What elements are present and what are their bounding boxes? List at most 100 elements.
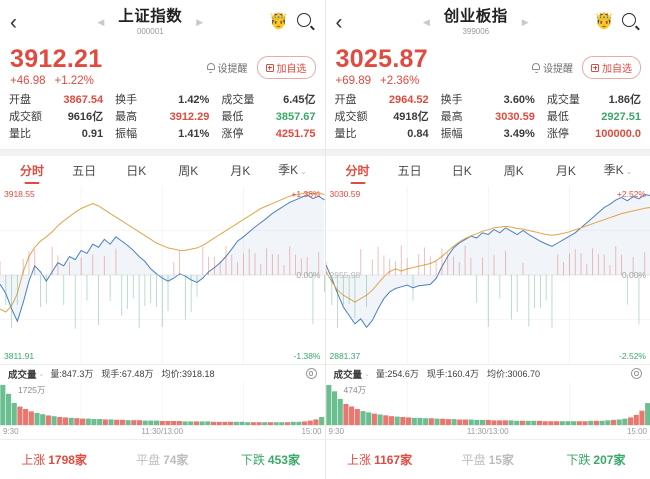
tab-label: 五日 [72, 164, 97, 178]
search-icon[interactable] [622, 13, 640, 31]
tab-日K[interactable]: 日K [436, 156, 488, 186]
panel-header: ‹ ◀ 创业板指 399006 ▶ 🤴 [326, 0, 650, 44]
breadth-下跌: 下跌 207家 [542, 451, 650, 468]
period-tabs: 分时 五日 日K 周K 月K 季K ⌄ [0, 156, 325, 186]
volume-title: 成交量 [8, 369, 37, 381]
stat-key: 成交额 [334, 111, 368, 123]
stat-key: 换手 [440, 94, 463, 106]
add-watchlist-label: 加自选 [276, 64, 307, 75]
stat-cell: 最低 3857.67 [221, 109, 315, 126]
chart-zero-pct-label: 0.00% [296, 270, 321, 280]
time-label-midday: 11:30/13:00 [466, 427, 509, 436]
target-settings-icon[interactable] [305, 368, 317, 379]
stat-value: 3030.59 [495, 111, 535, 123]
index-code: 000001 [136, 26, 164, 36]
tab-label: 分时 [345, 164, 370, 178]
time-axis: 9:30 11:30/13:00 15:00 [325, 425, 650, 439]
chart-low-label: 2881.37 [329, 351, 361, 361]
stat-key: 成交量 [546, 94, 580, 106]
breadth-label: 下跌 [566, 453, 591, 467]
market-breadth: 上涨 1167家 平盘 15家 下跌 207家 [325, 439, 650, 479]
volume-scale-label: 474万 [343, 385, 367, 395]
tab-分时[interactable]: 分时 [332, 156, 384, 186]
chevron-down-icon[interactable]: ⌄ [300, 167, 307, 176]
volume-info: 现手:160.4万 [426, 369, 479, 379]
tab-月K[interactable]: 月K [214, 156, 266, 186]
chart-high-label: 3030.59 [329, 189, 361, 199]
time-label-open: 9:30 [3, 427, 19, 436]
current-price: 3025.87 [335, 45, 428, 73]
bell-clapper [534, 71, 538, 73]
stat-value: 0.84 [407, 128, 429, 140]
prev-index-arrow-icon[interactable]: ◀ [422, 16, 430, 27]
tab-五日[interactable]: 五日 [384, 156, 436, 186]
tab-五日[interactable]: 五日 [58, 156, 110, 186]
breadth-平盘: 平盘 15家 [434, 451, 542, 468]
time-label-open: 9:30 [328, 427, 345, 436]
back-button[interactable]: ‹ [335, 10, 343, 34]
add-watchlist-button[interactable]: 加自选 [256, 56, 316, 79]
search-icon-handle [309, 25, 315, 31]
volume-chart[interactable]: 474万 [325, 382, 650, 425]
tab-周K[interactable]: 周K [162, 156, 214, 186]
stat-cell: 成交量 1.86亿 [547, 92, 641, 109]
tab-label: 五日 [397, 164, 422, 178]
stats-row: 量比 0.84 振幅 3.49% 涨停 100000.0 [335, 126, 642, 143]
stat-cell: 最高 3030.59 [441, 109, 547, 126]
stat-value: 2964.52 [388, 94, 429, 106]
tab-日K[interactable]: 日K [110, 156, 162, 186]
stat-key: 开盘 [9, 94, 31, 106]
set-alert-button[interactable]: 设提醒 [206, 60, 248, 75]
price-change: +69.89 +2.36% [336, 74, 641, 88]
stat-value: 4251.75 [275, 128, 316, 140]
breadth-value: 207家 [593, 453, 626, 467]
tab-季K[interactable]: 季K ⌄ [266, 155, 318, 187]
stat-cell: 开盘 2964.52 [335, 92, 441, 109]
add-watchlist-button[interactable]: 加自选 [582, 56, 641, 79]
stat-cell: 开盘 3867.54 [9, 92, 115, 109]
stat-cell: 量比 0.84 [335, 126, 441, 143]
stat-key: 最低 [546, 111, 569, 123]
prev-index-arrow-icon[interactable]: ◀ [97, 16, 105, 27]
stat-value: 3.60% [503, 94, 535, 106]
add-watchlist-label: 加自选 [602, 64, 632, 75]
next-index-arrow-icon[interactable]: ▶ [196, 16, 204, 27]
breadth-value: 74家 [163, 453, 189, 467]
breadth-value: 1798家 [48, 453, 87, 467]
stat-value: 2927.51 [601, 111, 642, 123]
volume-info: 均价:3006.70 [486, 369, 540, 379]
tab-分时[interactable]: 分时 [6, 156, 58, 186]
stats-row: 开盘 2964.52 换手 3.60% 成交量 1.86亿 [335, 92, 642, 109]
plus-box-icon [265, 63, 274, 72]
chevron-down-icon[interactable]: ⌄ [625, 167, 633, 176]
back-button[interactable]: ‹ [10, 10, 17, 34]
tab-月K[interactable]: 月K [540, 156, 592, 186]
stat-key: 开盘 [334, 94, 357, 106]
chevron-down-icon[interactable]: ⌄ [364, 370, 370, 378]
crown-face-icon[interactable]: 🤴 [268, 13, 289, 30]
index-title-block: 创业板指 399006 [444, 8, 508, 37]
breadth-label: 上涨 [21, 453, 46, 467]
set-alert-button[interactable]: 设提醒 [532, 60, 573, 75]
title-nav: ◀ 上证指数 000001 ▶ [32, 8, 269, 37]
index-title-block: 上证指数 000001 [118, 8, 182, 37]
stat-cell: 成交额 4918亿 [335, 109, 441, 126]
stat-key: 成交额 [9, 111, 42, 123]
tab-label: 月K [555, 164, 576, 178]
crown-face-icon[interactable]: 🤴 [594, 13, 614, 30]
stat-cell: 换手 1.42% [115, 92, 221, 109]
volume-chart[interactable]: 1725万 [0, 382, 325, 425]
next-index-arrow-icon[interactable]: ▶ [521, 16, 529, 27]
chevron-down-icon[interactable]: ⌄ [38, 370, 45, 378]
tab-周K[interactable]: 周K [488, 156, 540, 186]
price-chart[interactable]: 3030.59 2881.37 +2.52% 0.00% -2.52% 2955.98 [325, 186, 650, 364]
tab-季K[interactable]: 季K ⌄ [592, 155, 644, 187]
chart-zero-pct-label: 0.00% [621, 270, 646, 280]
stat-value: 1.86亿 [608, 94, 642, 106]
price-chart[interactable]: 3918.55 3811.91 +1.38% 0.00% -1.38% [0, 186, 325, 364]
search-icon[interactable] [296, 13, 315, 31]
quote-actions: 设提醒 加自选 [532, 56, 641, 79]
stat-cell: 成交额 9616亿 [9, 109, 115, 126]
target-settings-icon[interactable] [631, 368, 642, 379]
